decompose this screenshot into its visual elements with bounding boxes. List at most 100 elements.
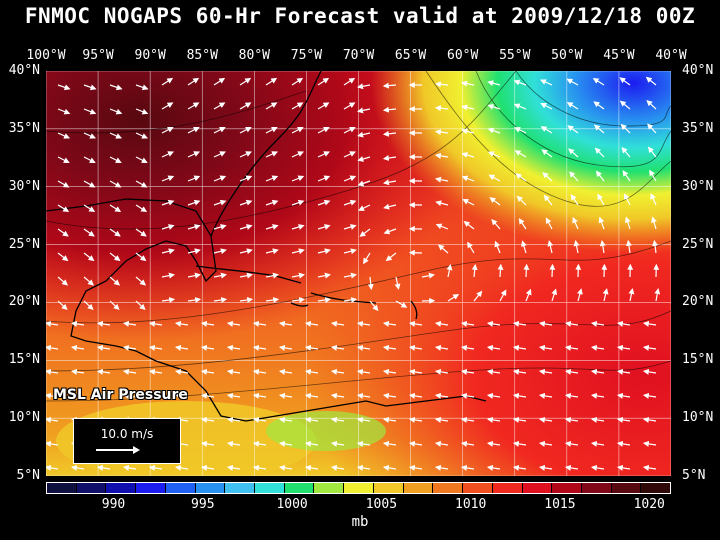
wind-vector-icon [625,239,632,254]
wind-vector-icon [265,224,279,230]
wind-vector-icon [135,156,148,163]
wind-vector-icon [514,127,527,134]
wind-vector-icon [109,204,122,213]
wind-vector-icon [642,368,657,375]
wind-vector-icon [304,392,319,399]
wind-vector-icon [616,368,631,375]
wind-vector-icon [213,297,228,303]
wind-vector-icon [461,104,475,111]
wind-vector-icon [486,392,501,399]
wind-vector-icon [226,368,241,375]
wind-vector-icon [512,368,527,375]
wind-vector-icon [109,228,121,237]
colorbar-swatch [522,483,553,493]
wind-vector-icon [278,416,293,423]
wind-vector-icon [135,132,148,139]
wind-vector-icon [616,320,631,327]
wind-vector-icon [642,464,657,471]
wind-vector-icon [460,440,475,447]
wind-vector-icon [382,392,397,399]
map-layer-label: MSL Air Pressure [53,387,188,403]
wind-vector-icon [239,77,252,86]
wind-vector-icon [521,240,527,254]
wind-vector-icon [83,228,95,237]
wind-vector-icon [538,416,553,423]
wind-vector-icon [200,392,215,399]
wind-vector-icon [174,344,189,351]
wind-vector-icon [96,368,111,375]
wind-vector-icon [486,464,501,471]
longitude-label: 75°W [290,48,323,63]
wind-vector-icon [46,320,59,327]
wind-vector-icon [343,297,358,303]
wind-vector-icon [122,344,137,351]
wind-vector-icon [57,108,71,115]
wind-vector-icon [569,171,579,182]
wind-vector-icon [291,77,304,86]
wind-vector-icon [382,320,397,327]
wind-vector-icon [239,224,253,230]
wind-vector-icon [187,224,201,230]
wind-vector-icon [161,297,176,303]
wind-vector-icon [651,216,657,230]
wind-vector-icon [122,392,137,399]
wind-vector-icon [488,174,501,182]
colorbar-tick-label: 1000 [276,497,308,512]
wind-vector-icon [512,440,527,447]
wind-vector-icon [486,344,501,351]
wind-vector-icon [434,81,449,88]
wind-vector-icon [148,368,163,375]
wind-vector-icon [278,440,293,447]
wind-vector-icon [239,272,253,279]
wind-vector-icon [291,297,306,303]
wind-vector-icon [382,368,397,375]
wind-vector-icon [590,464,605,471]
wind-vector-icon [343,248,357,255]
wind-vector-icon [461,80,475,87]
wind-vector-icon [200,368,215,375]
longitude-label: 70°W [342,48,375,63]
wind-vector-icon [122,320,137,327]
wind-vector-icon [265,126,278,134]
wind-vector-icon [461,175,475,182]
wind-vector-icon [213,248,227,255]
wind-vector-icon [408,320,423,327]
wind-vector-icon [652,239,659,254]
colorbar-swatch [136,483,166,493]
wind-vector-icon [542,172,553,182]
latitude-label-left: 25°N [8,236,40,252]
wind-vector-icon [446,264,453,278]
wind-vector-icon [435,176,449,183]
wind-vector-icon [135,204,148,213]
longitude-label: 60°W [447,48,479,63]
wind-vector-icon [317,199,331,206]
wind-vector-icon [239,151,252,158]
wind-vector-icon [434,320,449,327]
wind-vector-icon [57,84,71,91]
wind-vector-icon [540,102,553,110]
wind-vector-icon [252,392,267,399]
wind-vector-icon [593,101,605,110]
latitude-label-left: 5°N [16,468,40,483]
wind-vector-icon [394,276,401,290]
wind-vector-icon [174,368,189,375]
wind-vector-icon [278,368,293,375]
wind-vector-icon [590,320,605,327]
wind-vector-icon [148,392,163,399]
wind-vector-icon [359,228,371,237]
wind-vector-icon [545,217,553,230]
wind-vector-icon [408,392,423,399]
wind-vector-icon [654,288,661,302]
wind-vector-icon [408,344,423,351]
wind-vector-icon [148,320,163,327]
pressure-map [46,71,671,476]
wind-vector-icon [317,126,330,134]
wind-vector-icon [46,368,59,375]
wind-vector-icon [486,368,501,375]
wind-vector-icon [148,464,163,471]
wind-vector-icon [564,320,579,327]
wind-vector-icon [434,440,449,447]
wind-vector-icon [174,392,189,399]
wind-vector-icon [487,80,501,87]
wind-vector-icon [460,416,475,423]
